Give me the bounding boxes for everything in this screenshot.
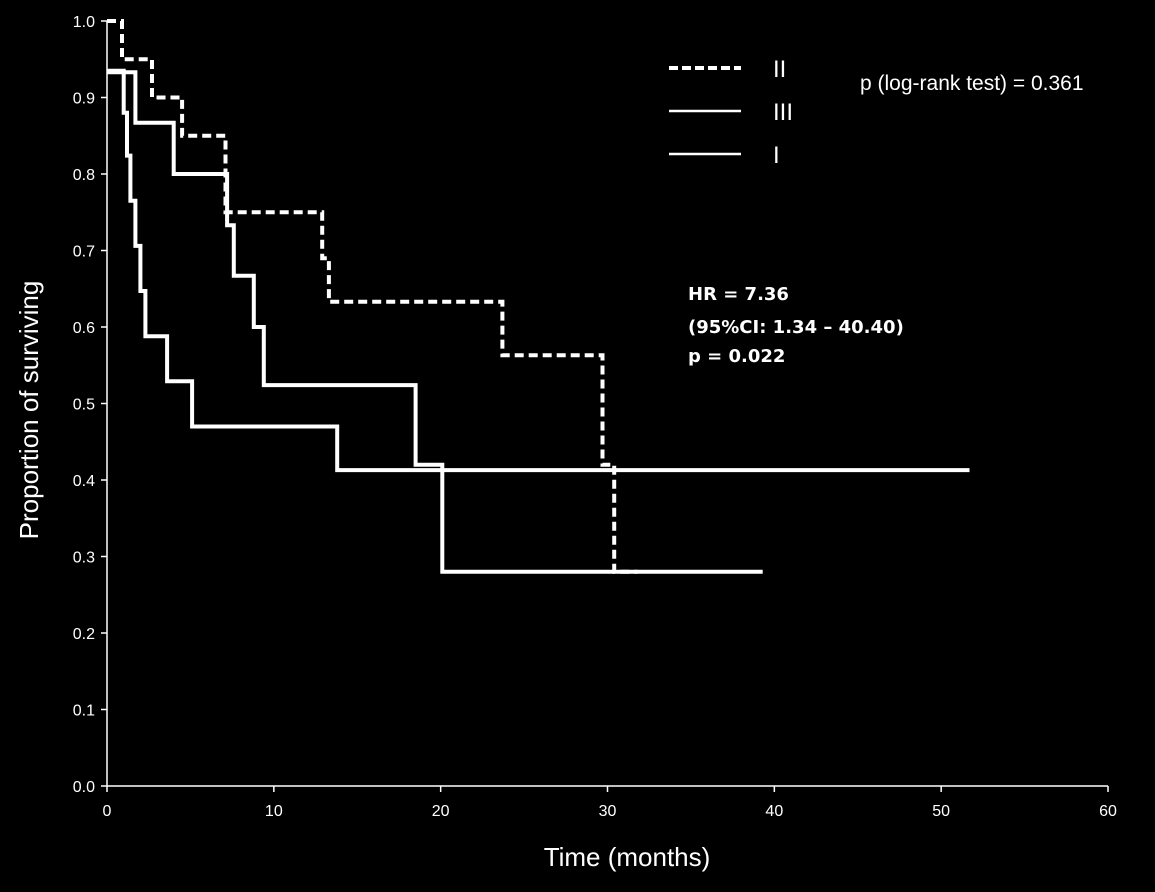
x-tick-label: 20 [432,803,450,820]
hr-value: HR = 7.36 [688,284,789,305]
x-tick-label: 30 [599,803,617,820]
series-line-1 [107,19,638,574]
x-tick-label: 40 [765,803,783,820]
x-tick-label: 50 [932,803,950,820]
x-tick-label: 0 [103,803,112,820]
series-line-3 [107,70,763,574]
hr-confidence-interval: (95%CI: 1.34 – 40.40) [688,317,904,338]
y-tick-label: 0.3 [73,550,95,567]
y-tick-label: 0.4 [73,473,95,490]
legend-label: III [773,99,793,126]
y-tick-label: 0.1 [73,703,95,720]
series-layer [107,19,970,574]
y-tick-label: 0.7 [73,244,95,261]
y-tick-label: 0.5 [73,397,95,414]
series-line-2 [107,68,970,473]
x-tick-label: 60 [1099,803,1117,820]
y-axis-title: Proportion of surviving [14,281,44,540]
legend-label: I [773,142,780,169]
logrank-pvalue: p (log-rank test) = 0.361 [860,72,1084,95]
y-tick-label: 0.6 [73,320,95,337]
y-tick-label: 0.8 [73,167,95,184]
y-tick-label: 1.0 [73,14,95,31]
y-tick-label: 0.2 [73,626,95,643]
hr-pvalue: p = 0.022 [688,346,785,367]
legend-label: II [773,56,786,83]
x-axis-title: Time (months) [544,842,711,872]
y-tick-label: 0.0 [73,779,95,796]
axes: 0.0 0.1 0.2 0.3 0.4 0.5 0.6 0.7 0.8 0.9 1.0 0 10 20 30… [73,14,1117,820]
x-tick-label: 10 [265,803,283,820]
y-tick-label: 0.9 [73,91,95,108]
